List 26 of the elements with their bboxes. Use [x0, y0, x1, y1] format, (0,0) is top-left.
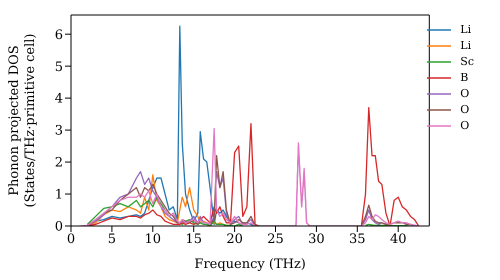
legend-label: O [460, 118, 470, 134]
legend-label: Sc [460, 54, 474, 70]
x-tick-label: 0 [66, 232, 76, 248]
y-axis-title: Phonon projected DOS (States/THz·primitive cell) [7, 33, 38, 208]
x-tick-label: 35 [349, 232, 366, 248]
legend-label: Li [460, 38, 472, 54]
line-series [78, 128, 420, 226]
legend-label: B [460, 70, 468, 86]
x-tick-label: 25 [267, 232, 284, 248]
x-tick-label: 20 [226, 232, 243, 248]
x-tick-label: 5 [108, 232, 116, 248]
y-tick-label: 6 [54, 28, 63, 43]
y-tick-label: 4 [54, 92, 63, 107]
x-tick-label: 10 [144, 232, 162, 248]
y-tick-label: 2 [54, 156, 63, 171]
x-tick-label: 30 [308, 232, 325, 248]
x-tick-label: 15 [185, 232, 202, 248]
y-tick-label: 3 [54, 124, 63, 139]
x-axis-title: Frequency (THz) [194, 257, 306, 272]
legend-label: Li [460, 22, 472, 38]
y-tick-label: 0 [54, 220, 63, 235]
legend-label: O [460, 86, 470, 102]
legend-label: O [460, 102, 470, 118]
y-tick-label: 5 [54, 60, 63, 75]
x-tick-label: 40 [390, 232, 406, 248]
y-tick-label: 1 [54, 188, 63, 203]
